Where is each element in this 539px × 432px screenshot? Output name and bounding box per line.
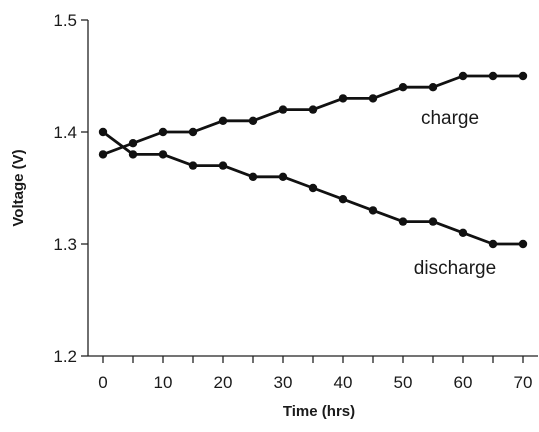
x-axis: 0 10 20 30 40 50 60 70 [88,355,538,392]
data-point-discharge [248,172,258,181]
series-label-discharge: discharge [414,258,496,279]
x-tick-label: 70 [514,373,533,392]
data-point-charge [308,105,318,114]
x-axis-title: Time (hrs) [283,403,355,420]
data-point-discharge [158,150,168,159]
data-point-charge [518,71,528,81]
data-point-charge [248,116,258,126]
data-point-charge [188,127,198,137]
data-point-discharge [128,150,138,159]
data-point-discharge [398,217,408,226]
data-point-discharge [278,172,288,181]
data-point-charge [218,116,228,126]
data-point-discharge [458,228,468,237]
data-point-discharge [218,161,228,170]
data-point-charge [128,139,138,148]
series-label-charge: charge [421,108,479,129]
x-tick-label: 40 [334,373,353,392]
data-point-discharge [338,195,348,204]
y-axis-title: Voltage (V) [10,149,27,226]
data-point-discharge [368,206,378,215]
x-tick-label: 30 [274,373,293,392]
x-tick-label: 60 [454,373,473,392]
series-layer: charge discharge [98,71,528,279]
data-point-charge [488,71,498,81]
data-point-charge [98,150,108,159]
y-axis: 1.2 1.3 1.4 1.5 [53,11,89,366]
x-tick-label: 10 [154,373,173,392]
data-point-charge [338,94,348,103]
y-tick-label: 1.5 [53,11,77,30]
y-tick-label: 1.4 [53,123,77,142]
data-point-charge [428,83,438,92]
data-point-charge [398,83,408,92]
x-tick-label: 0 [98,373,107,392]
data-point-discharge [188,161,198,170]
data-point-discharge [488,239,498,249]
y-tick-label: 1.2 [53,347,77,366]
data-point-charge [368,94,378,103]
data-point-charge [458,71,468,81]
x-tick-label: 20 [214,373,233,392]
data-point-discharge [428,217,438,226]
y-tick-label: 1.3 [53,235,77,254]
data-point-discharge [98,127,108,137]
data-point-charge [278,105,288,114]
x-tick-label: 50 [394,373,413,392]
data-point-discharge [518,239,528,249]
data-point-charge [158,127,168,137]
data-point-discharge [308,183,318,193]
